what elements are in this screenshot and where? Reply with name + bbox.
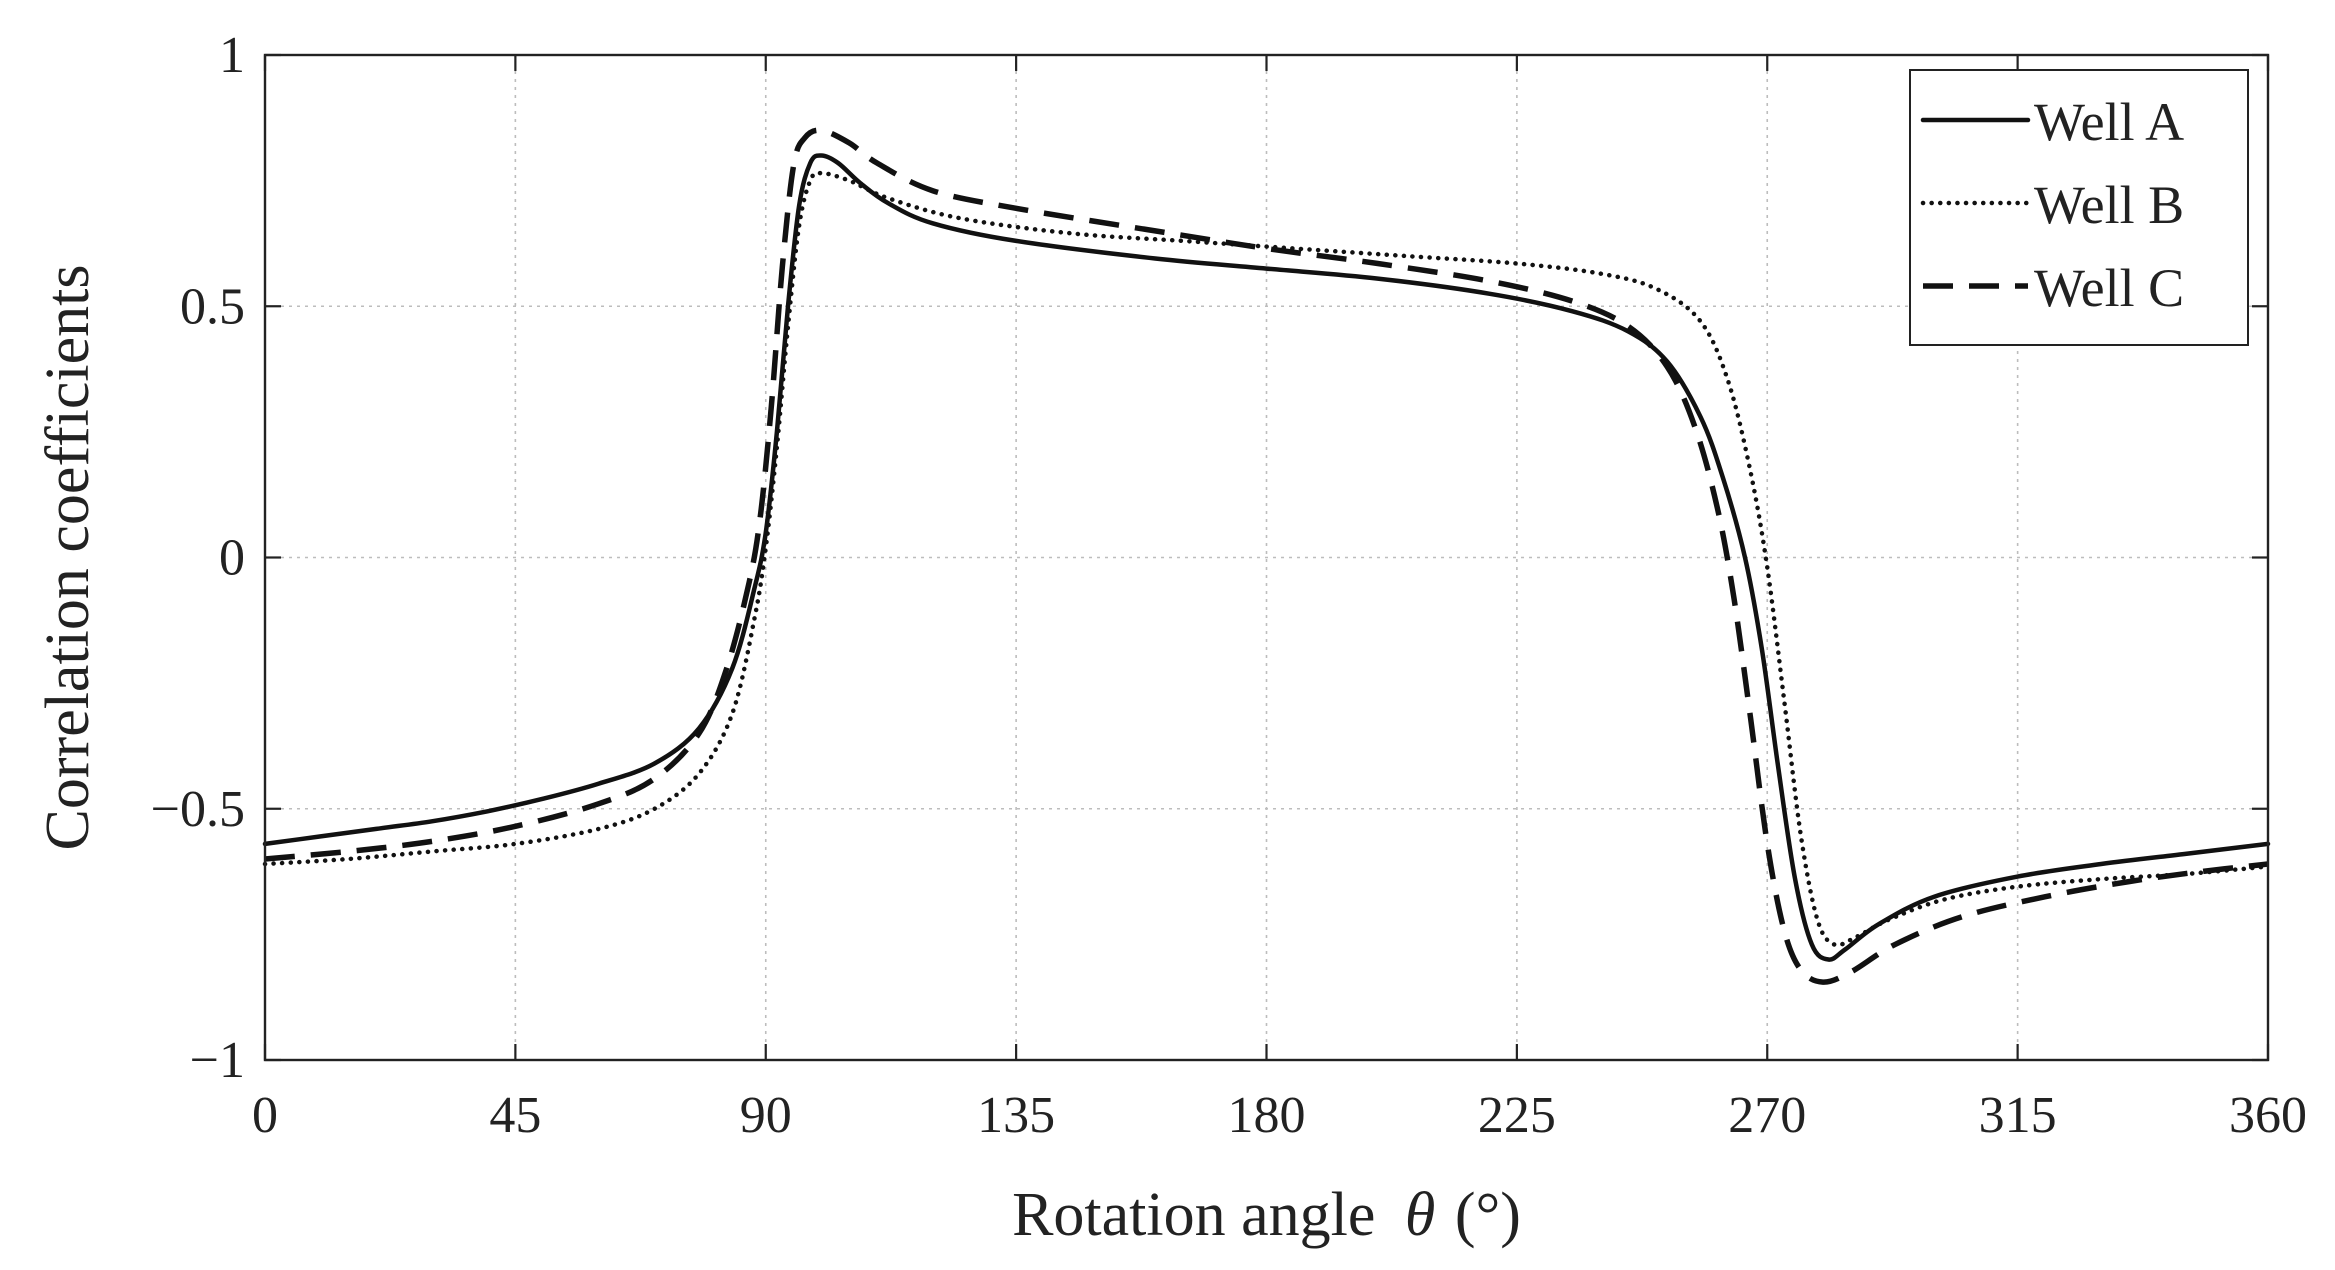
legend-label-well-c: Well C	[2034, 258, 2184, 318]
series-line-well-c	[264, 127, 2269, 985]
x-tick-label-135: 135	[977, 1087, 1055, 1144]
x-tick-label-90: 90	[740, 1087, 792, 1144]
x-axis-unit: (°)	[1455, 1181, 1521, 1249]
grid-lines	[265, 55, 2268, 1060]
legend-box	[1909, 69, 2249, 346]
x-tick-label-315: 315	[1979, 1087, 2057, 1144]
legend: Well A Well B Well C	[1909, 69, 2249, 346]
y-tick-label-0-5: 0.5	[180, 278, 245, 335]
x-tick-label-225: 225	[1478, 1087, 1556, 1144]
legend-label-well-b: Well B	[2034, 175, 2184, 235]
y-tick-label-0: 0	[219, 530, 245, 587]
x-tick-label-270: 270	[1728, 1087, 1806, 1144]
plot-area-frame	[263, 53, 2270, 1062]
y-tick-label-0-5: −0.5	[151, 781, 245, 838]
legend-label-well-a: Well A	[2034, 92, 2184, 152]
x-tick-label-360: 360	[2229, 1087, 2307, 1144]
x-tick-label-180: 180	[1228, 1087, 1306, 1144]
tick-labels: 0 45 90 135 180 225 270 315 360 −1 −0.5 0 0.5 1	[151, 27, 2307, 1144]
x-axis-title-text: Rotation angle	[1012, 1181, 1375, 1249]
series-layer	[262, 127, 2271, 985]
series-line-well-b	[262, 170, 2271, 948]
x-tick-label-0: 0	[252, 1087, 278, 1144]
y-tick-label-1: −1	[190, 1032, 245, 1089]
x-axis-title: Rotation angle θ (°)	[1012, 1181, 1521, 1249]
x-tick-label-45: 45	[489, 1087, 541, 1144]
y-tick-label-1: 1	[219, 27, 245, 84]
x-axis-theta-symbol: θ	[1405, 1181, 1435, 1249]
y-axis-title: Correlation coefficients	[34, 265, 102, 851]
